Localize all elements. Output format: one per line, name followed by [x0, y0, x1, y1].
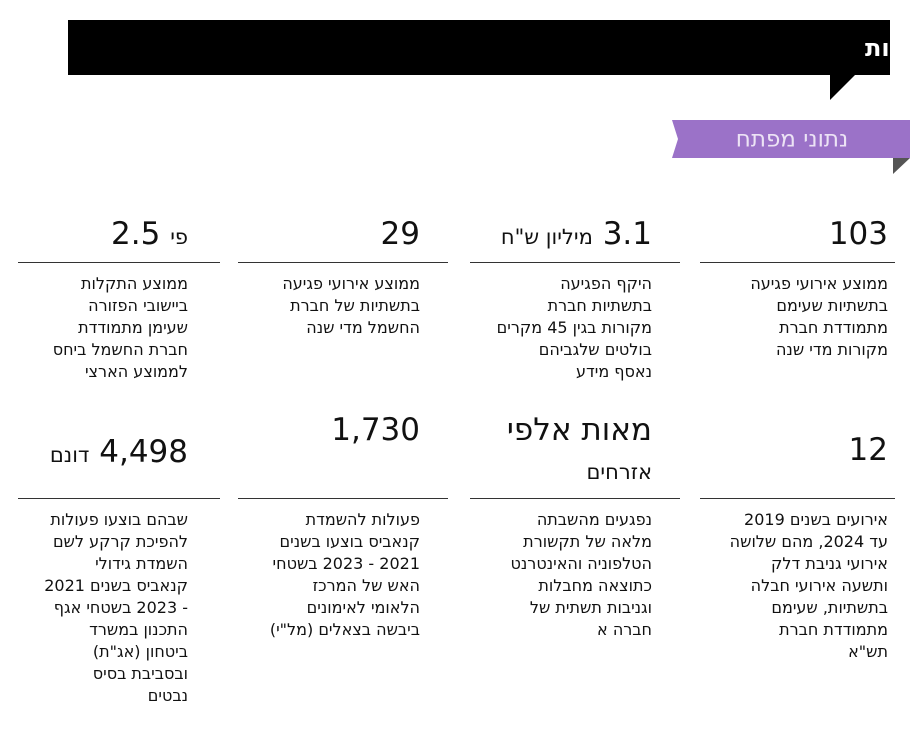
stat-description-line: תש"א	[848, 642, 888, 661]
stat-description-line: הטלפוניה והאינטרנט	[510, 554, 652, 573]
stat-description-line: בתשתיות של חברת	[290, 296, 420, 315]
divider	[238, 262, 448, 263]
stat-description-line: ממוצע אירועי פגיעה	[282, 274, 420, 293]
stat-figure: 1,730	[331, 412, 420, 448]
stat-unit: דונם	[49, 443, 90, 467]
stat-number: 29	[380, 216, 420, 252]
stat-description-line: שעימן מתמודדת	[78, 318, 188, 337]
stat-description-line: ותשעה אירועי חבלה	[750, 576, 888, 595]
stat-description-line: נפגעים מהשבתה	[536, 510, 652, 529]
stat-description-line: החשמל מדי שנה	[306, 318, 420, 337]
stat-description-line: האש של המרכז	[312, 576, 420, 595]
stat-description-line: אירועים בשנים 2019	[744, 510, 888, 529]
stat-description-line: בולטים שלגביהם	[538, 340, 652, 359]
stat-description-line: להפיכת קרקע לשם	[52, 532, 188, 551]
section-title: שער שני - תשתיות ממשלתיות	[865, 34, 917, 62]
stat-figure: 12	[849, 432, 888, 468]
stat-description-line: בתשתיות חברת	[547, 296, 652, 315]
stat-description-line: בתשתיות שעימם	[776, 296, 888, 315]
stat-description-line: הלאומי לאימונים	[306, 598, 420, 617]
stat-description-line: קנאביס בשנים 2021	[44, 576, 188, 595]
stat-description-line: ובסביבת בסיס	[92, 664, 188, 683]
stat-description-line: ממוצע אירועי פגיעה	[750, 274, 888, 293]
stat-unit: מיליון ש"ח	[500, 225, 593, 249]
stat-figure: 103	[829, 216, 888, 252]
stat-description-line: עד 2024, מהם שלושה	[729, 532, 888, 551]
tag-label: נתוני מפתח	[736, 127, 848, 153]
stat-description-line: אירועי גניבת דלק	[771, 554, 888, 573]
stat-number: 12	[848, 432, 888, 468]
header-graphics: שער שני - תשתיות ממשלתיות נתוני מפתח	[68, 20, 917, 174]
stat-description-line: פעולות להשמדת	[305, 510, 420, 529]
stat-number: מאות אלפי	[506, 412, 652, 448]
stat-unit: פי	[170, 225, 188, 249]
stat-description-line: ביטחון (אג"ת)	[92, 642, 188, 661]
stat-description-line: שבהם בוצעו פעולות	[50, 510, 188, 529]
stat-description-line: ביישובי הפזורה	[88, 296, 188, 315]
stat-description-line: כתוצאה מחבלות	[538, 576, 652, 595]
stat-number: 103	[828, 216, 888, 252]
stat-description-line: וגניבות תשתית של	[529, 598, 652, 617]
stat-description-line: - 2023 בשטחי אגף	[53, 598, 188, 617]
stat-description-line: חברה א	[597, 620, 652, 639]
stat-description-line: מתמודדת חברת	[779, 318, 888, 337]
stat-description-line: מתמודדת חברת	[779, 620, 888, 639]
tag-ribbon	[672, 120, 910, 158]
divider	[18, 498, 220, 499]
divider	[470, 262, 680, 263]
stat-description-line: מקורות מדי שנה	[775, 340, 888, 359]
stat-description-line: מלאה של תקשורת	[523, 532, 652, 551]
stat-number: 2.5	[111, 216, 161, 252]
stat-description-line: לממוצע הארצי	[84, 362, 188, 381]
stat-description-line: קנאביס בוצעו בשנים	[279, 532, 421, 551]
divider	[18, 262, 220, 263]
stat-description-line: נבטים	[147, 686, 188, 705]
stat-description-line: חברת החשמל ביחס	[52, 340, 188, 359]
stat-number: 1,730	[331, 412, 420, 448]
divider	[700, 262, 895, 263]
stat-description-line: השמדת גידולי	[95, 554, 188, 573]
stat-figure: 29	[381, 216, 420, 252]
title-banner	[68, 20, 890, 100]
stat-figure: 3.1 מיליון ש"ח	[501, 216, 652, 255]
stat-figure: מאות אלפי	[507, 412, 652, 448]
divider	[238, 498, 448, 499]
stat-description-line: ממוצע התקלות	[81, 274, 188, 293]
stat-figure: פי 2.5	[111, 216, 188, 255]
stat-number: 4,498	[99, 434, 188, 470]
divider	[470, 498, 680, 499]
divider	[700, 498, 895, 499]
stat-description-line: מקורות בגין 45 מקרים	[496, 318, 652, 337]
stat-figure: 4,498 דונם	[50, 434, 188, 473]
tag-fold	[893, 158, 910, 174]
stat-description-line: התכנון במשרד	[89, 620, 188, 639]
stat-unit: אזרחים	[586, 460, 652, 484]
stat-description-line: 2021 - 2023 בשטחי	[272, 554, 420, 573]
stat-number: 3.1	[602, 216, 652, 252]
stat-description-line: בתשתיות, שעימם	[771, 598, 888, 617]
stat-description-line: נאסף מידע	[576, 362, 652, 381]
stat-description-line: היקף הפגיעה	[560, 274, 652, 293]
stat-description-line: ביבשה בצאלים (מל"י)	[269, 620, 420, 639]
